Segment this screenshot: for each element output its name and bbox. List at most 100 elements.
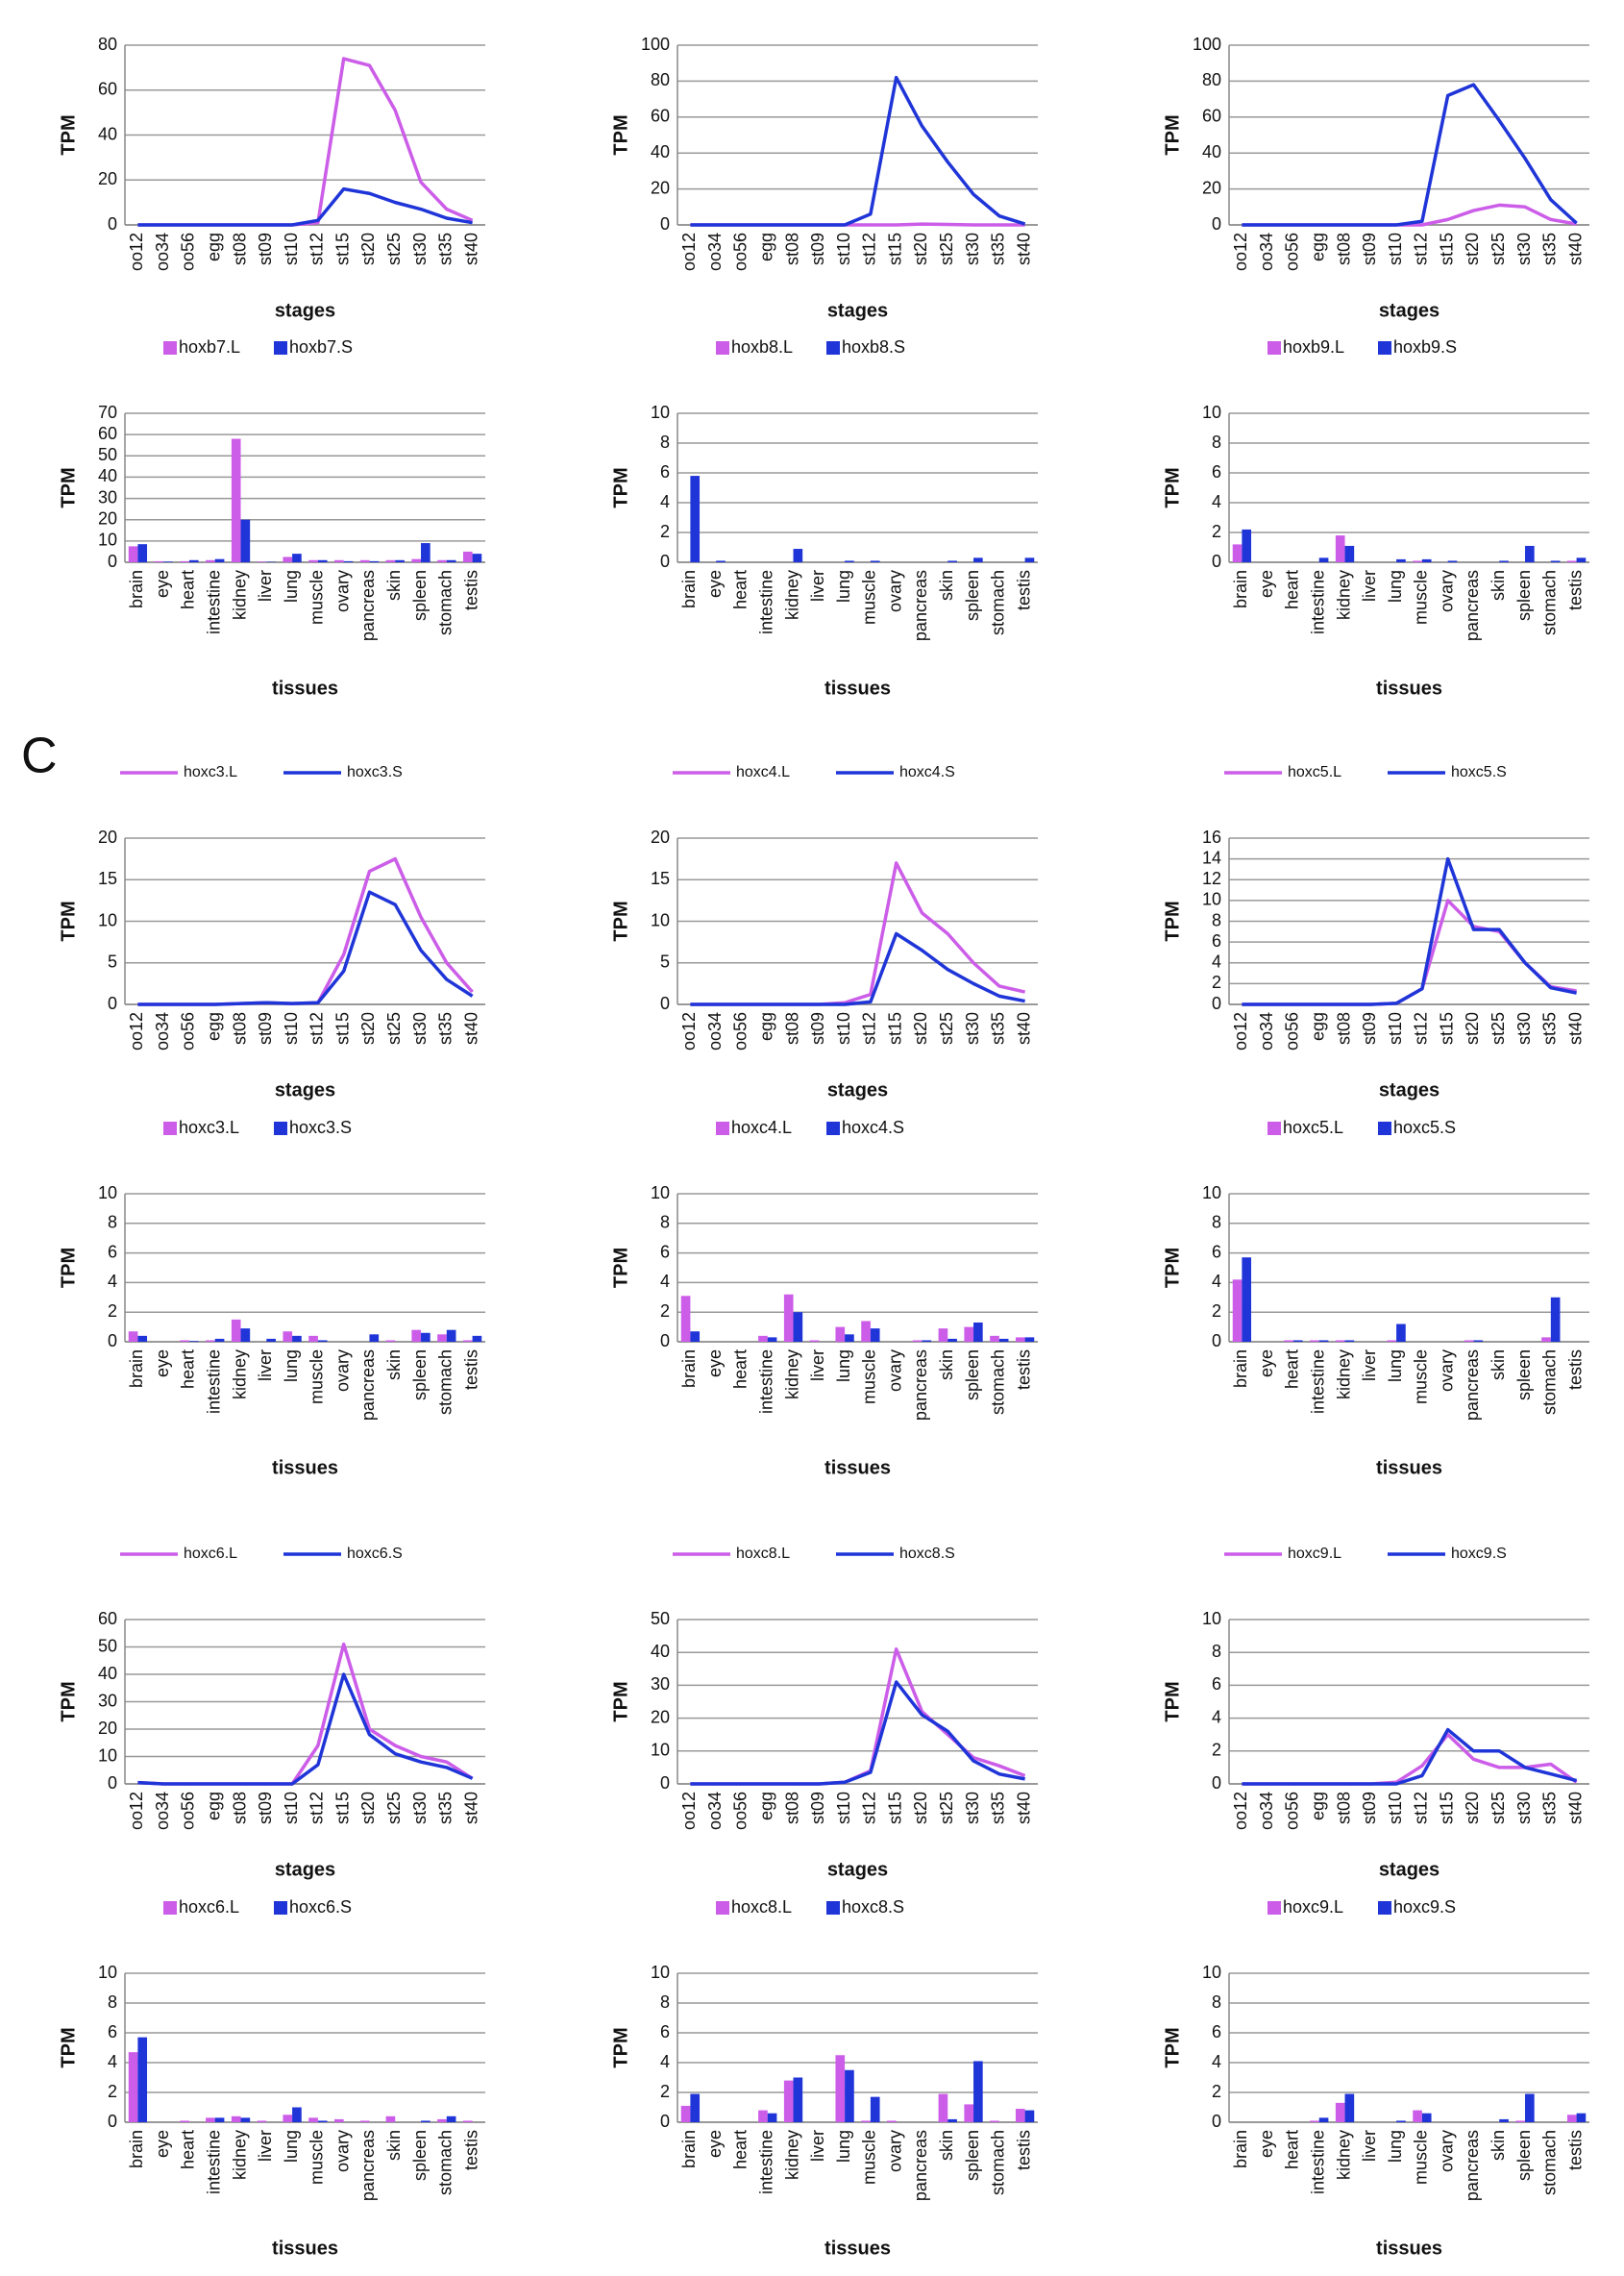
bar (947, 1338, 957, 1342)
x-tick-label: st08 (230, 1012, 249, 1045)
legend-label: hoxc6.S (289, 1897, 352, 1917)
x-tick-label: intestine (1309, 2130, 1328, 2194)
y-axis-title: TPM (610, 2027, 631, 2067)
x-tick-label: st09 (1360, 1792, 1379, 1824)
line-series (690, 1647, 1026, 1786)
x-tick-label: st25 (1489, 1012, 1508, 1045)
bar (716, 560, 726, 562)
bar (231, 438, 241, 562)
x-tick-label: spleen (1514, 570, 1534, 621)
y-tick-label: 0 (108, 214, 117, 234)
x-tick-label: testis (1014, 2130, 1033, 2170)
y-axis-title: TPM (610, 467, 631, 507)
y-tick-label: 0 (108, 1331, 117, 1350)
bar (188, 559, 199, 562)
bar (1550, 560, 1561, 562)
x-tick-label: oo56 (731, 1012, 750, 1051)
y-tick-label: 2 (108, 2082, 117, 2101)
bar (1232, 544, 1243, 562)
x-tick-label: st12 (1412, 1012, 1431, 1045)
bar (1015, 2109, 1025, 2122)
x-tick-label: ovary (332, 570, 352, 612)
x-tick-label: st20 (358, 1792, 378, 1824)
x-tick-label: st30 (410, 1792, 430, 1824)
x-axis-title: stages (275, 1859, 335, 1880)
y-tick-label: 30 (98, 1691, 117, 1710)
y-tick-label: 4 (660, 492, 670, 511)
bar (128, 1331, 138, 1342)
legend-marker (716, 1122, 729, 1135)
y-tick-label: 60 (98, 1609, 117, 1628)
bar (1344, 545, 1355, 562)
bar (973, 1322, 983, 1342)
x-tick-label: kidney (782, 1349, 801, 1399)
x-tick-label: intestine (1309, 1349, 1328, 1414)
y-axis-title: TPM (1162, 467, 1183, 507)
bar (292, 1335, 302, 1342)
legend-marker (274, 1901, 287, 1915)
bar (1344, 2093, 1355, 2122)
x-tick-label: st35 (989, 1792, 1008, 1824)
bar (180, 2120, 189, 2122)
y-tick-label: 2 (1212, 973, 1221, 992)
y-tick-label: 2 (1212, 2082, 1221, 2101)
x-tick-label: st25 (384, 1792, 404, 1824)
bar (861, 2120, 871, 2122)
y-tick-label: 20 (651, 828, 670, 847)
x-tick-label: kidney (230, 1349, 249, 1399)
bar (283, 2115, 293, 2122)
x-tick-label: heart (179, 2130, 198, 2169)
y-tick-label: 4 (1212, 1707, 1221, 1726)
x-tick-label: st40 (1565, 1792, 1585, 1824)
y-tick-label: 10 (651, 403, 670, 422)
bar (912, 1340, 923, 1342)
y-axis-title: TPM (58, 1248, 79, 1288)
y-axis-title: TPM (610, 1681, 631, 1721)
bar (1024, 1337, 1035, 1342)
x-axis-title: tissues (1376, 1457, 1442, 1478)
y-axis-title: TPM (58, 2027, 79, 2067)
y-tick-label: 30 (651, 1674, 670, 1694)
y-tick-label: 14 (1202, 848, 1221, 867)
x-tick-label: st20 (1463, 1792, 1482, 1824)
y-tick-label: 10 (651, 910, 670, 929)
bar (835, 2055, 846, 2122)
y-tick-label: 60 (651, 107, 670, 126)
bar (1576, 557, 1587, 562)
bar (922, 1340, 932, 1342)
x-tick-label: st10 (834, 1792, 853, 1824)
line-series (137, 186, 473, 227)
bar (180, 560, 189, 562)
x-tick-label: skin (937, 570, 956, 601)
x-tick-label: skin (1489, 2130, 1508, 2161)
bar (1024, 557, 1035, 562)
x-tick-label: stomach (436, 570, 455, 635)
x-tick-label: st25 (1489, 1792, 1508, 1824)
y-tick-label: 20 (98, 828, 117, 847)
x-tick-label: stomach (436, 2130, 455, 2195)
x-tick-label: stomach (989, 1349, 1008, 1415)
bar (472, 554, 482, 562)
legend-label: hoxb9.L (1283, 337, 1344, 357)
bar (964, 1326, 974, 1342)
x-tick-label: oo34 (705, 1012, 725, 1051)
x-tick-label: st30 (963, 1012, 982, 1045)
x-tick-label: st09 (1360, 233, 1379, 265)
bar (1499, 2118, 1509, 2122)
bar (137, 544, 148, 562)
bar (1318, 1340, 1329, 1342)
x-tick-label: heart (1283, 1349, 1302, 1389)
y-axis-title: TPM (58, 1681, 79, 1721)
x-tick-label: intestine (757, 2130, 776, 2194)
y-tick-label: 40 (98, 466, 117, 485)
legend-label: hoxc3.L (184, 764, 237, 780)
x-tick-label: oo34 (1257, 1792, 1276, 1830)
y-tick-label: 6 (1212, 462, 1221, 482)
bar (680, 2105, 691, 2122)
bar (870, 1328, 880, 1342)
y-tick-label: 0 (1212, 1331, 1221, 1350)
bar (292, 554, 302, 562)
x-tick-label: ovary (1437, 2130, 1456, 2172)
x-tick-label: st30 (410, 1012, 430, 1045)
bar (1525, 545, 1535, 562)
